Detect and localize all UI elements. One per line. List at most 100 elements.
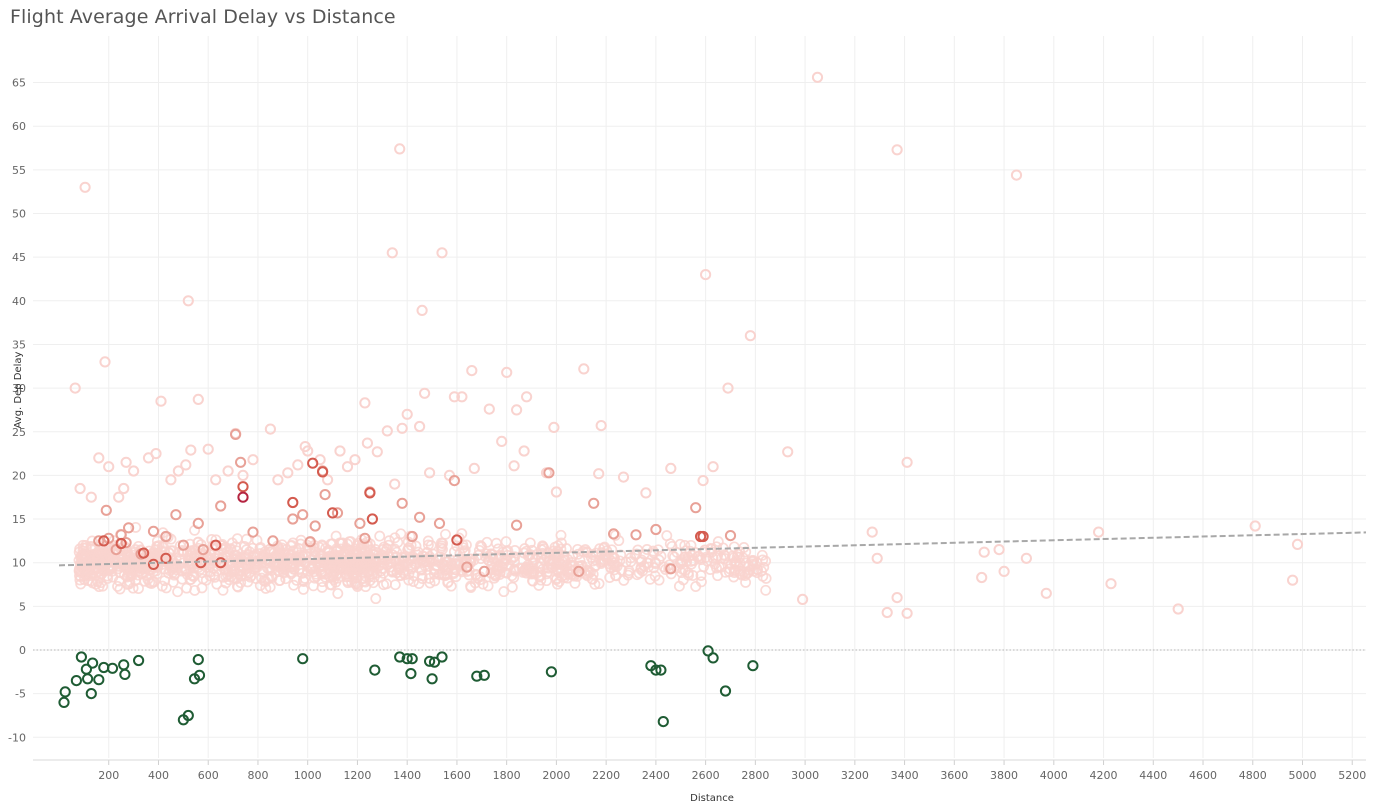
background-point xyxy=(291,574,303,586)
background-point xyxy=(630,548,642,560)
background-point xyxy=(437,538,449,549)
background-point xyxy=(370,593,382,605)
data-point xyxy=(180,459,192,471)
background-point xyxy=(369,544,381,555)
data-point xyxy=(468,462,480,474)
y-tick-label: 20 xyxy=(12,469,26,482)
axis-ticks: -10 -5 0 5 10 15 20 25 30 35 40 45 50 55 60 65 200 400 600… xyxy=(8,77,1366,782)
background-point xyxy=(373,560,385,572)
background-point xyxy=(589,578,601,590)
x-tick-label: 1800 xyxy=(493,769,521,782)
data-point xyxy=(147,558,160,571)
x-tick-label: 3400 xyxy=(891,769,919,782)
data-point xyxy=(510,519,523,531)
background-point xyxy=(235,570,247,582)
data-point xyxy=(230,428,242,440)
background-point xyxy=(181,582,193,594)
data-point xyxy=(327,507,339,519)
data-point xyxy=(707,461,719,473)
background-point xyxy=(160,582,172,594)
background-point xyxy=(509,556,520,568)
background-point xyxy=(475,540,487,552)
data-point xyxy=(120,537,132,549)
data-point xyxy=(237,469,249,481)
background-point xyxy=(403,542,415,554)
data-point xyxy=(304,536,316,548)
data-point xyxy=(394,651,406,663)
background-point xyxy=(614,555,626,567)
data-point xyxy=(700,269,712,281)
data-point xyxy=(115,537,127,550)
x-tick-label: 4000 xyxy=(1040,769,1068,782)
x-tick-label: 1000 xyxy=(294,769,322,782)
data-point xyxy=(354,517,366,530)
data-point xyxy=(978,546,990,558)
data-point xyxy=(1010,169,1023,181)
background-point xyxy=(263,544,275,556)
background-point xyxy=(388,566,400,578)
background-point xyxy=(671,562,683,574)
data-point xyxy=(381,425,393,437)
background-point xyxy=(231,545,243,557)
background-point xyxy=(272,560,283,572)
x-tick-label: 1600 xyxy=(443,769,471,782)
data-point xyxy=(401,653,413,665)
background-point xyxy=(146,578,157,589)
background-point xyxy=(349,550,361,562)
data-point xyxy=(461,561,473,573)
data-point xyxy=(1040,587,1052,599)
background-point xyxy=(381,543,393,555)
background-point xyxy=(327,562,339,574)
data-point xyxy=(483,403,495,415)
background-point xyxy=(121,549,133,561)
background-point xyxy=(666,540,678,552)
data-point xyxy=(98,535,110,547)
data-point xyxy=(976,571,988,584)
data-point xyxy=(697,530,709,543)
data-point xyxy=(307,457,319,469)
background-point xyxy=(406,553,418,565)
background-point xyxy=(552,540,564,552)
data-point xyxy=(100,504,112,516)
data-point xyxy=(405,668,417,680)
data-point xyxy=(182,295,194,307)
data-point xyxy=(297,653,309,665)
background-point xyxy=(427,548,439,560)
data-point xyxy=(650,523,662,536)
data-point xyxy=(881,606,893,619)
data-point xyxy=(138,547,150,559)
data-point xyxy=(1172,603,1184,615)
background-point xyxy=(569,577,581,589)
data-point xyxy=(657,716,669,728)
background-point xyxy=(130,521,142,533)
x-tick-label: 4200 xyxy=(1090,769,1118,782)
data-point xyxy=(182,709,194,722)
data-point xyxy=(419,387,431,399)
background-point xyxy=(226,537,238,549)
background-point xyxy=(695,552,707,564)
x-tick-label: 4600 xyxy=(1189,769,1217,782)
y-tick-label: 40 xyxy=(12,295,26,308)
x-tick-label: 2400 xyxy=(642,769,670,782)
data-point xyxy=(247,454,259,466)
data-point xyxy=(160,530,172,543)
data-point xyxy=(170,509,182,521)
data-point xyxy=(747,660,759,672)
data-point xyxy=(697,475,709,487)
data-point xyxy=(1020,552,1033,564)
background-point xyxy=(760,584,772,596)
x-tick-label: 200 xyxy=(98,769,119,782)
background-point xyxy=(664,538,676,550)
y-tick-label: 65 xyxy=(12,77,26,90)
background-point xyxy=(260,582,272,594)
background-point xyxy=(347,569,359,581)
data-point xyxy=(578,363,590,375)
background-point xyxy=(301,556,313,568)
background-point xyxy=(196,582,208,594)
data-point xyxy=(123,522,135,534)
data-point xyxy=(59,686,71,698)
x-tick-label: 2000 xyxy=(542,769,570,782)
background-point xyxy=(574,554,586,566)
data-point xyxy=(85,491,97,503)
data-point xyxy=(396,422,408,434)
